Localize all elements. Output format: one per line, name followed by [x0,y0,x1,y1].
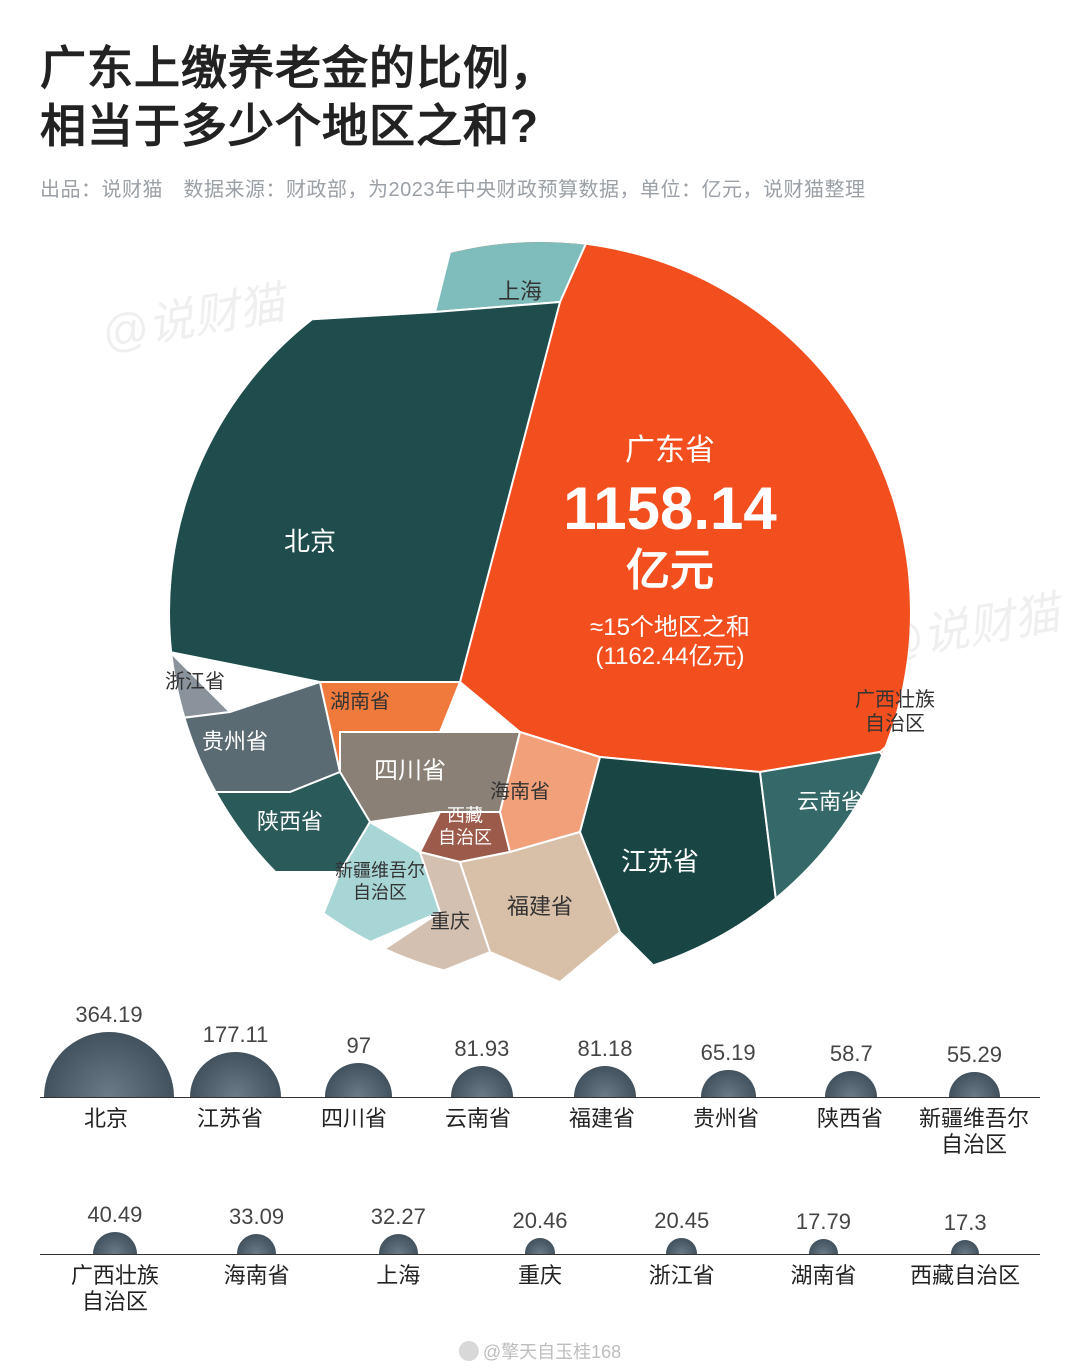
half-circle-icon [951,1240,979,1254]
bar-value: 20.45 [654,1208,709,1234]
bar-item: 55.29 [913,1042,1036,1097]
half-circle-icon [237,1234,276,1254]
half-circle-icon [190,1052,281,1097]
bar-item: 32.27 [327,1204,469,1253]
bar-label: 新疆维吾尔自治区 [912,1106,1036,1159]
bars-row-2: 40.49 33.09 32.27 20.46 20.45 17.79 17.3 [40,1175,1040,1255]
bar-item: 20.45 [611,1208,753,1253]
bar-item: 97 [297,1033,420,1097]
bar-label: 海南省 [186,1263,328,1316]
bar-value: 65.19 [701,1040,756,1066]
half-circle-icon [93,1232,136,1254]
bars-section: 364.19 177.11 97 81.93 81.18 65.19 58.7 … [40,978,1040,1332]
bar-item: 40.49 [44,1202,186,1254]
bar-label: 重庆 [469,1263,611,1316]
bar-item: 81.93 [420,1036,543,1097]
bar-value: 33.09 [229,1204,284,1230]
bar-label: 江苏省 [168,1106,292,1159]
title-line2: 相当于多少个地区之和? [40,100,539,152]
bar-value: 32.27 [371,1204,426,1230]
title-line1: 广东上缴养老金的比例， [40,42,557,94]
bar-value: 97 [346,1033,370,1059]
bar-value: 20.46 [512,1208,567,1234]
half-circle-icon [825,1071,877,1097]
bar-value: 81.18 [577,1036,632,1062]
bar-label: 四川省 [292,1106,416,1159]
bar-label: 上海 [327,1263,469,1316]
bar-label: 广西壮族自治区 [44,1263,186,1316]
bar-value: 81.93 [454,1036,509,1062]
bar-item: 177.11 [174,1022,297,1097]
half-circle-icon [379,1234,418,1253]
bar-value: 17.79 [796,1209,851,1235]
bar-value: 55.29 [947,1042,1002,1068]
bar-value: 17.3 [944,1210,987,1236]
bar-value: 58.7 [830,1041,873,1067]
bar-label: 湖南省 [753,1263,895,1316]
voronoi-svg [40,212,1040,992]
bar-label: 贵州省 [664,1106,788,1159]
weibo-icon [459,1341,479,1361]
bar-item: 58.7 [790,1041,913,1097]
bar-item: 17.3 [894,1210,1036,1254]
labels-row-2: 广西壮族自治区海南省上海重庆浙江省湖南省西藏自治区 [40,1255,1040,1332]
bars-row-1: 364.19 177.11 97 81.93 81.18 65.19 58.7 … [40,978,1040,1098]
footer-text: @擎天自玉桂168 [483,1338,621,1364]
half-circle-icon [525,1238,556,1253]
half-circle-icon [809,1239,838,1253]
half-circle-icon [451,1066,513,1097]
chart-subtitle: 出品：说财猫 数据来源：财政部，为2023年中央财政预算数据，单位：亿元，说财猫… [40,173,1040,202]
bar-value: 40.49 [87,1202,142,1228]
half-circle-icon [325,1063,392,1097]
voronoi-chart: @说财猫 @说财猫 广东省 1158.14 亿元 ≈15个地区之和(1162.4… [40,212,1040,972]
bar-item: 17.79 [753,1209,895,1253]
bar-item: 81.18 [543,1036,666,1097]
bar-item: 65.19 [667,1040,790,1098]
bar-label: 福建省 [540,1106,664,1159]
bar-item: 33.09 [186,1204,328,1254]
bar-item: 364.19 [44,1002,174,1097]
footer-credit: @擎天自玉桂168 [459,1338,621,1364]
bar-label: 北京 [44,1106,168,1159]
bar-label: 云南省 [416,1106,540,1159]
labels-row-1: 北京江苏省四川省云南省福建省贵州省陕西省新疆维吾尔自治区 [40,1098,1040,1175]
half-circle-icon [666,1238,697,1253]
chart-title: 广东上缴养老金的比例， 相当于多少个地区之和? [40,40,1040,155]
half-circle-icon [949,1072,1000,1097]
bar-label: 浙江省 [611,1263,753,1316]
half-circle-icon [574,1066,635,1097]
half-circle-icon [701,1070,756,1098]
bar-label: 西藏自治区 [894,1263,1036,1316]
bar-value: 364.19 [75,1002,142,1028]
bar-label: 陕西省 [788,1106,912,1159]
bar-value: 177.11 [203,1022,269,1048]
half-circle-icon [44,1032,174,1097]
bar-item: 20.46 [469,1208,611,1253]
